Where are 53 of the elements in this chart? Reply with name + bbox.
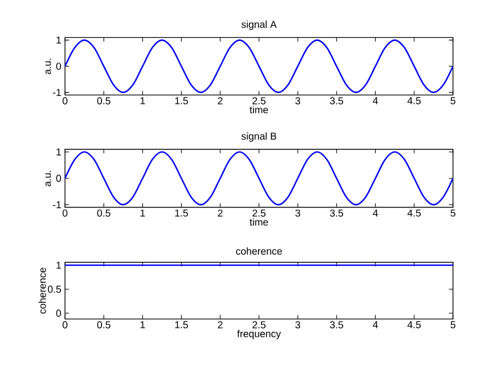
x-tick-label: 2 bbox=[218, 97, 222, 104]
x-tick-label: 4 bbox=[372, 210, 378, 216]
y-tick-label: 1 bbox=[56, 36, 61, 44]
chart-title: signal B bbox=[241, 132, 276, 142]
x-tick-label: 1 bbox=[140, 321, 145, 328]
x-axis-title: time bbox=[250, 218, 268, 226]
x-tick-label: 3 bbox=[295, 97, 300, 104]
x-tick-label: 4 bbox=[372, 97, 378, 104]
x-tick-label: 3.5 bbox=[330, 97, 344, 104]
y-axis-title: a.u. bbox=[45, 170, 51, 186]
x-tick-label: 3 bbox=[295, 321, 300, 328]
x-tick-label: 4 bbox=[372, 321, 378, 328]
y-tick-label: 0.5 bbox=[48, 286, 61, 293]
x-tick-label: 0 bbox=[62, 321, 68, 328]
x-tick-label: 0.5 bbox=[97, 97, 110, 104]
x-tick-label: 0 bbox=[62, 97, 68, 104]
y-tick-label: 0 bbox=[56, 174, 62, 182]
y-tick-label: -1 bbox=[52, 88, 61, 96]
x-tick-label: 5 bbox=[450, 97, 456, 104]
x-tick-label: 3.5 bbox=[330, 210, 344, 217]
x-axis-title: frequency bbox=[237, 330, 281, 340]
x-tick-label: 2.5 bbox=[252, 321, 266, 328]
x-tick-label: 4.5 bbox=[407, 210, 421, 217]
line-series bbox=[65, 151, 453, 206]
y-axis-title: coherence bbox=[38, 268, 46, 314]
y-tick-label: 1 bbox=[56, 148, 61, 156]
x-tick-label: 4.5 bbox=[407, 97, 421, 104]
y-axis-title: a.u. bbox=[45, 58, 51, 74]
x-tick-label: 4.5 bbox=[407, 321, 421, 328]
x-tick-label: 1 bbox=[140, 210, 145, 216]
x-tick-label: 2.5 bbox=[252, 210, 266, 217]
chart-title: coherence bbox=[236, 247, 282, 255]
x-tick-label: 3.5 bbox=[330, 321, 344, 328]
x-tick-label: 0.5 bbox=[97, 210, 110, 217]
y-tick-label: 0 bbox=[56, 310, 62, 317]
x-tick-label: 2.5 bbox=[252, 97, 266, 104]
line-series bbox=[65, 39, 453, 94]
x-tick-label: 1.5 bbox=[175, 321, 188, 328]
chart-title: signal A bbox=[241, 20, 277, 30]
x-tick-label: 0.5 bbox=[97, 321, 110, 328]
y-tick-label: 0 bbox=[56, 62, 62, 70]
x-tick-label: 0 bbox=[62, 210, 68, 217]
x-tick-label: 1.5 bbox=[175, 210, 188, 217]
x-tick-label: 2 bbox=[218, 210, 222, 217]
x-tick-label: 5 bbox=[450, 210, 456, 217]
x-tick-label: 1 bbox=[140, 97, 145, 104]
x-tick-label: 3 bbox=[295, 210, 300, 217]
y-tick-label: -1 bbox=[52, 201, 61, 208]
x-axis-title: time bbox=[250, 106, 268, 114]
y-tick-label: 1 bbox=[56, 262, 61, 269]
x-tick-label: 2 bbox=[218, 321, 222, 328]
x-tick-label: 5 bbox=[450, 321, 456, 328]
x-tick-label: 1.5 bbox=[175, 97, 188, 104]
